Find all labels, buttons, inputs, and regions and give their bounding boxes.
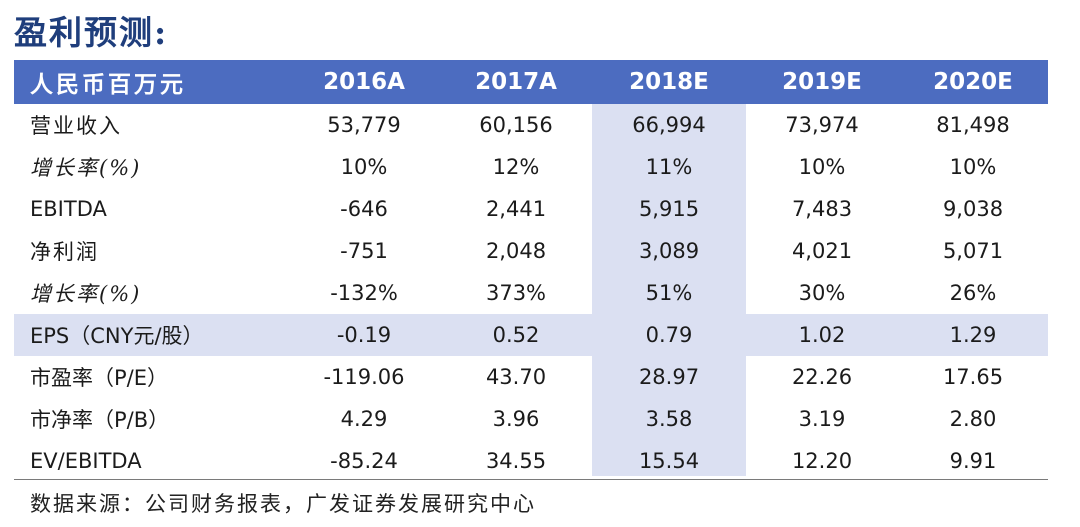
table-cell: 3.96	[492, 407, 540, 431]
highlight-column-2018e	[592, 104, 746, 476]
header-year: 2020E	[933, 69, 1013, 95]
row-label: 增长率(%)	[30, 282, 142, 306]
header-unit-label: 人民币百万元	[30, 71, 186, 98]
header-year: 2019E	[782, 69, 862, 95]
table-cell: 51%	[645, 281, 693, 305]
table-cell: 28.97	[638, 365, 700, 389]
table-cell: 43.70	[485, 365, 547, 389]
table-row: EV/EBITDA -85.24 34.55 15.54 12.20 9.91	[14, 440, 1048, 482]
table-cell: 9,038	[942, 197, 1004, 221]
table-cell: 9.91	[949, 449, 997, 473]
row-label: 市盈率（P/E）	[30, 366, 169, 390]
table-cell: 66,994	[632, 113, 706, 137]
table-cell: 53,779	[327, 113, 401, 137]
row-label: 增长率(%)	[30, 156, 142, 180]
table-cell: 3.58	[645, 407, 693, 431]
table-cell: 10%	[798, 155, 846, 179]
row-label: 市净率（P/B）	[30, 408, 170, 432]
table-cell: 2.80	[949, 407, 997, 431]
table-cell: 73,974	[785, 113, 859, 137]
table-cell: 2,048	[485, 239, 547, 263]
table-cell: 12%	[492, 155, 540, 179]
row-label: 净利润	[30, 240, 99, 264]
table-cell: -751	[340, 239, 388, 263]
table-header-row: 人民币百万元 2016A 2017A 2018E 2019E 2020E	[14, 60, 1048, 104]
table-cell: 12.20	[791, 449, 853, 473]
table-cell: 30%	[798, 281, 846, 305]
header-year: 2017A	[475, 69, 557, 95]
table-cell: 1.02	[798, 323, 846, 347]
row-label: 营业收入	[30, 114, 122, 138]
table-row: 营业收入 53,779 60,156 66,994 73,974 81,498	[14, 104, 1048, 146]
table-cell: 4.29	[340, 407, 388, 431]
table-cell: 2,441	[485, 197, 547, 221]
table-row: 市净率（P/B） 4.29 3.96 3.58 3.19 2.80	[14, 398, 1048, 440]
table-row-eps: EPS（CNY元/股） -0.19 0.52 0.79 1.02 1.29	[14, 314, 1048, 356]
table-cell: -85.24	[330, 449, 398, 473]
table-cell: -132%	[330, 281, 398, 305]
header-year: 2018E	[629, 69, 709, 95]
table-cell: 0.79	[645, 323, 693, 347]
table-row: 净利润 -751 2,048 3,089 4,021 5,071	[14, 230, 1048, 272]
row-label: EPS（CNY元/股）	[30, 324, 204, 348]
table-cell: 0.52	[492, 323, 540, 347]
table-cell: 3.19	[798, 407, 846, 431]
table-cell: 10%	[340, 155, 388, 179]
table-row: 增长率(%) -132% 373% 51% 30% 26%	[14, 272, 1048, 314]
table-cell: 4,021	[791, 239, 853, 263]
table-cell: 1.29	[949, 323, 997, 347]
table-cell: 81,498	[936, 113, 1010, 137]
table-cell: 7,483	[791, 197, 853, 221]
table-cell: 17.65	[942, 365, 1004, 389]
table-cell: 373%	[485, 281, 547, 305]
table-cell: 5,071	[942, 239, 1004, 263]
table-row: EBITDA -646 2,441 5,915 7,483 9,038	[14, 188, 1048, 230]
page-title: 盈利预测:	[14, 13, 169, 52]
table-cell: 5,915	[638, 197, 700, 221]
table-cell: 11%	[645, 155, 693, 179]
table-cell: 15.54	[638, 449, 700, 473]
table-cell: 3,089	[638, 239, 700, 263]
header-year: 2016A	[323, 69, 405, 95]
table-cell: 26%	[949, 281, 997, 305]
table-cell: 60,156	[479, 113, 553, 137]
table-row: 增长率(%) 10% 12% 11% 10% 10%	[14, 146, 1048, 188]
table-cell: -119.06	[323, 365, 405, 389]
table-bottom-rule	[14, 479, 1048, 480]
table-cell: 22.26	[791, 365, 853, 389]
row-label: EV/EBITDA	[30, 449, 142, 473]
table-cell: 34.55	[485, 449, 547, 473]
data-source-note: 数据来源：公司财务报表，广发证券发展研究中心	[30, 492, 536, 516]
table-cell: -646	[340, 197, 388, 221]
table-row: 市盈率（P/E） -119.06 43.70 28.97 22.26 17.65	[14, 356, 1048, 398]
row-label: EBITDA	[30, 197, 107, 221]
table-cell: 10%	[949, 155, 997, 179]
table-cell: -0.19	[336, 323, 392, 347]
